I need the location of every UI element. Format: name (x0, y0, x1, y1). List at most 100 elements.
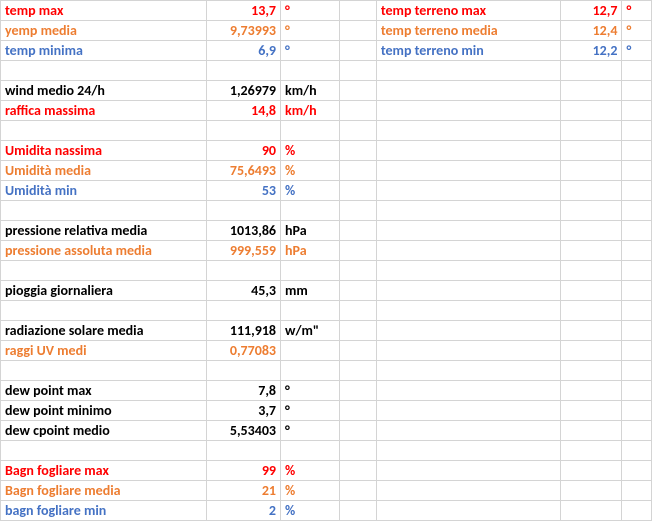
value-av: 14,8 (207, 101, 281, 121)
label-a: pressione assoluta media (1, 241, 207, 261)
label-a: Umidità min (1, 181, 207, 201)
table-row: Bagn fogliare max99% (1, 461, 652, 481)
empty-cell (376, 261, 560, 281)
value-xv: 12,2 (561, 41, 622, 61)
table-row: pressione relativa media1013,86hPa (1, 221, 652, 241)
label-x (376, 501, 560, 521)
spacer-cell (339, 181, 376, 201)
unit-au: hPa (281, 221, 340, 241)
label-x (376, 281, 560, 301)
unit-au: km/h (281, 101, 340, 121)
value-xv (561, 221, 622, 241)
unit-xu (622, 241, 652, 261)
label-a: temp max (1, 1, 207, 21)
table-row: bagn fogliare min2% (1, 501, 652, 521)
table-row: Umidità min53% (1, 181, 652, 201)
spacer-cell (339, 81, 376, 101)
value-xv (561, 101, 622, 121)
empty-cell (376, 441, 560, 461)
table-row (1, 301, 652, 321)
value-av: 21 (207, 481, 281, 501)
label-x (376, 221, 560, 241)
table-row: pioggia giornaliera45,3mm (1, 281, 652, 301)
unit-xu (622, 281, 652, 301)
unit-au: % (281, 501, 340, 521)
table-row: dew point max7,8° (1, 381, 652, 401)
table-row: Umidita nassima90% (1, 141, 652, 161)
label-x: temp terreno media (376, 21, 560, 41)
spacer-cell (339, 321, 376, 341)
value-xv (561, 341, 622, 361)
value-av: 5,53403 (207, 421, 281, 441)
unit-au: % (281, 141, 340, 161)
unit-au: % (281, 161, 340, 181)
unit-xu (622, 321, 652, 341)
empty-cell (339, 361, 376, 381)
table-row (1, 121, 652, 141)
label-x (376, 101, 560, 121)
value-xv: 12,7 (561, 1, 622, 21)
label-x: temp terreno max (376, 1, 560, 21)
empty-cell (561, 441, 622, 461)
label-x (376, 81, 560, 101)
table-row: dew point minimo3,7° (1, 401, 652, 421)
label-a: dew point max (1, 381, 207, 401)
value-xv (561, 161, 622, 181)
unit-au: ° (281, 381, 340, 401)
empty-cell (376, 201, 560, 221)
empty-cell (622, 201, 652, 221)
table-row: radiazione solare media111,918w/m" (1, 321, 652, 341)
empty-cell (339, 441, 376, 461)
spacer-cell (339, 481, 376, 501)
table-row: Umidità media75,6493% (1, 161, 652, 181)
table-row (1, 441, 652, 461)
label-a: dew cpoint medio (1, 421, 207, 441)
empty-cell (281, 121, 340, 141)
empty-cell (1, 121, 207, 141)
label-x (376, 341, 560, 361)
value-av: 0,77083 (207, 341, 281, 361)
value-av: 13,7 (207, 1, 281, 21)
unit-xu: ° (622, 21, 652, 41)
empty-cell (622, 261, 652, 281)
empty-cell (561, 201, 622, 221)
spacer-cell (339, 341, 376, 361)
table-row (1, 61, 652, 81)
empty-cell (622, 121, 652, 141)
value-av: 1,26979 (207, 81, 281, 101)
unit-au: hPa (281, 241, 340, 261)
label-x (376, 141, 560, 161)
label-a: raffica massima (1, 101, 207, 121)
empty-cell (1, 441, 207, 461)
unit-xu (622, 481, 652, 501)
table-row (1, 261, 652, 281)
label-a: Bagn fogliare max (1, 461, 207, 481)
unit-au: ° (281, 1, 340, 21)
label-a: wind medio 24/h (1, 81, 207, 101)
label-x (376, 181, 560, 201)
label-a: pioggia giornaliera (1, 281, 207, 301)
value-xv (561, 461, 622, 481)
label-a: temp minima (1, 41, 207, 61)
table-row: yemp media9,73993°temp terreno media12,4… (1, 21, 652, 41)
empty-cell (207, 441, 281, 461)
spacer-cell (339, 501, 376, 521)
empty-cell (207, 301, 281, 321)
value-xv (561, 481, 622, 501)
label-a: Umidita nassima (1, 141, 207, 161)
unit-xu (622, 101, 652, 121)
unit-au: ° (281, 421, 340, 441)
empty-cell (339, 261, 376, 281)
value-xv (561, 281, 622, 301)
empty-cell (376, 121, 560, 141)
empty-cell (207, 361, 281, 381)
value-av: 99 (207, 461, 281, 481)
empty-cell (339, 61, 376, 81)
empty-cell (1, 361, 207, 381)
empty-cell (281, 301, 340, 321)
label-a: yemp media (1, 21, 207, 41)
spacer-cell (339, 421, 376, 441)
table-row: dew cpoint medio5,53403° (1, 421, 652, 441)
label-x (376, 321, 560, 341)
table-row: temp minima6,9°temp terreno min12,2° (1, 41, 652, 61)
